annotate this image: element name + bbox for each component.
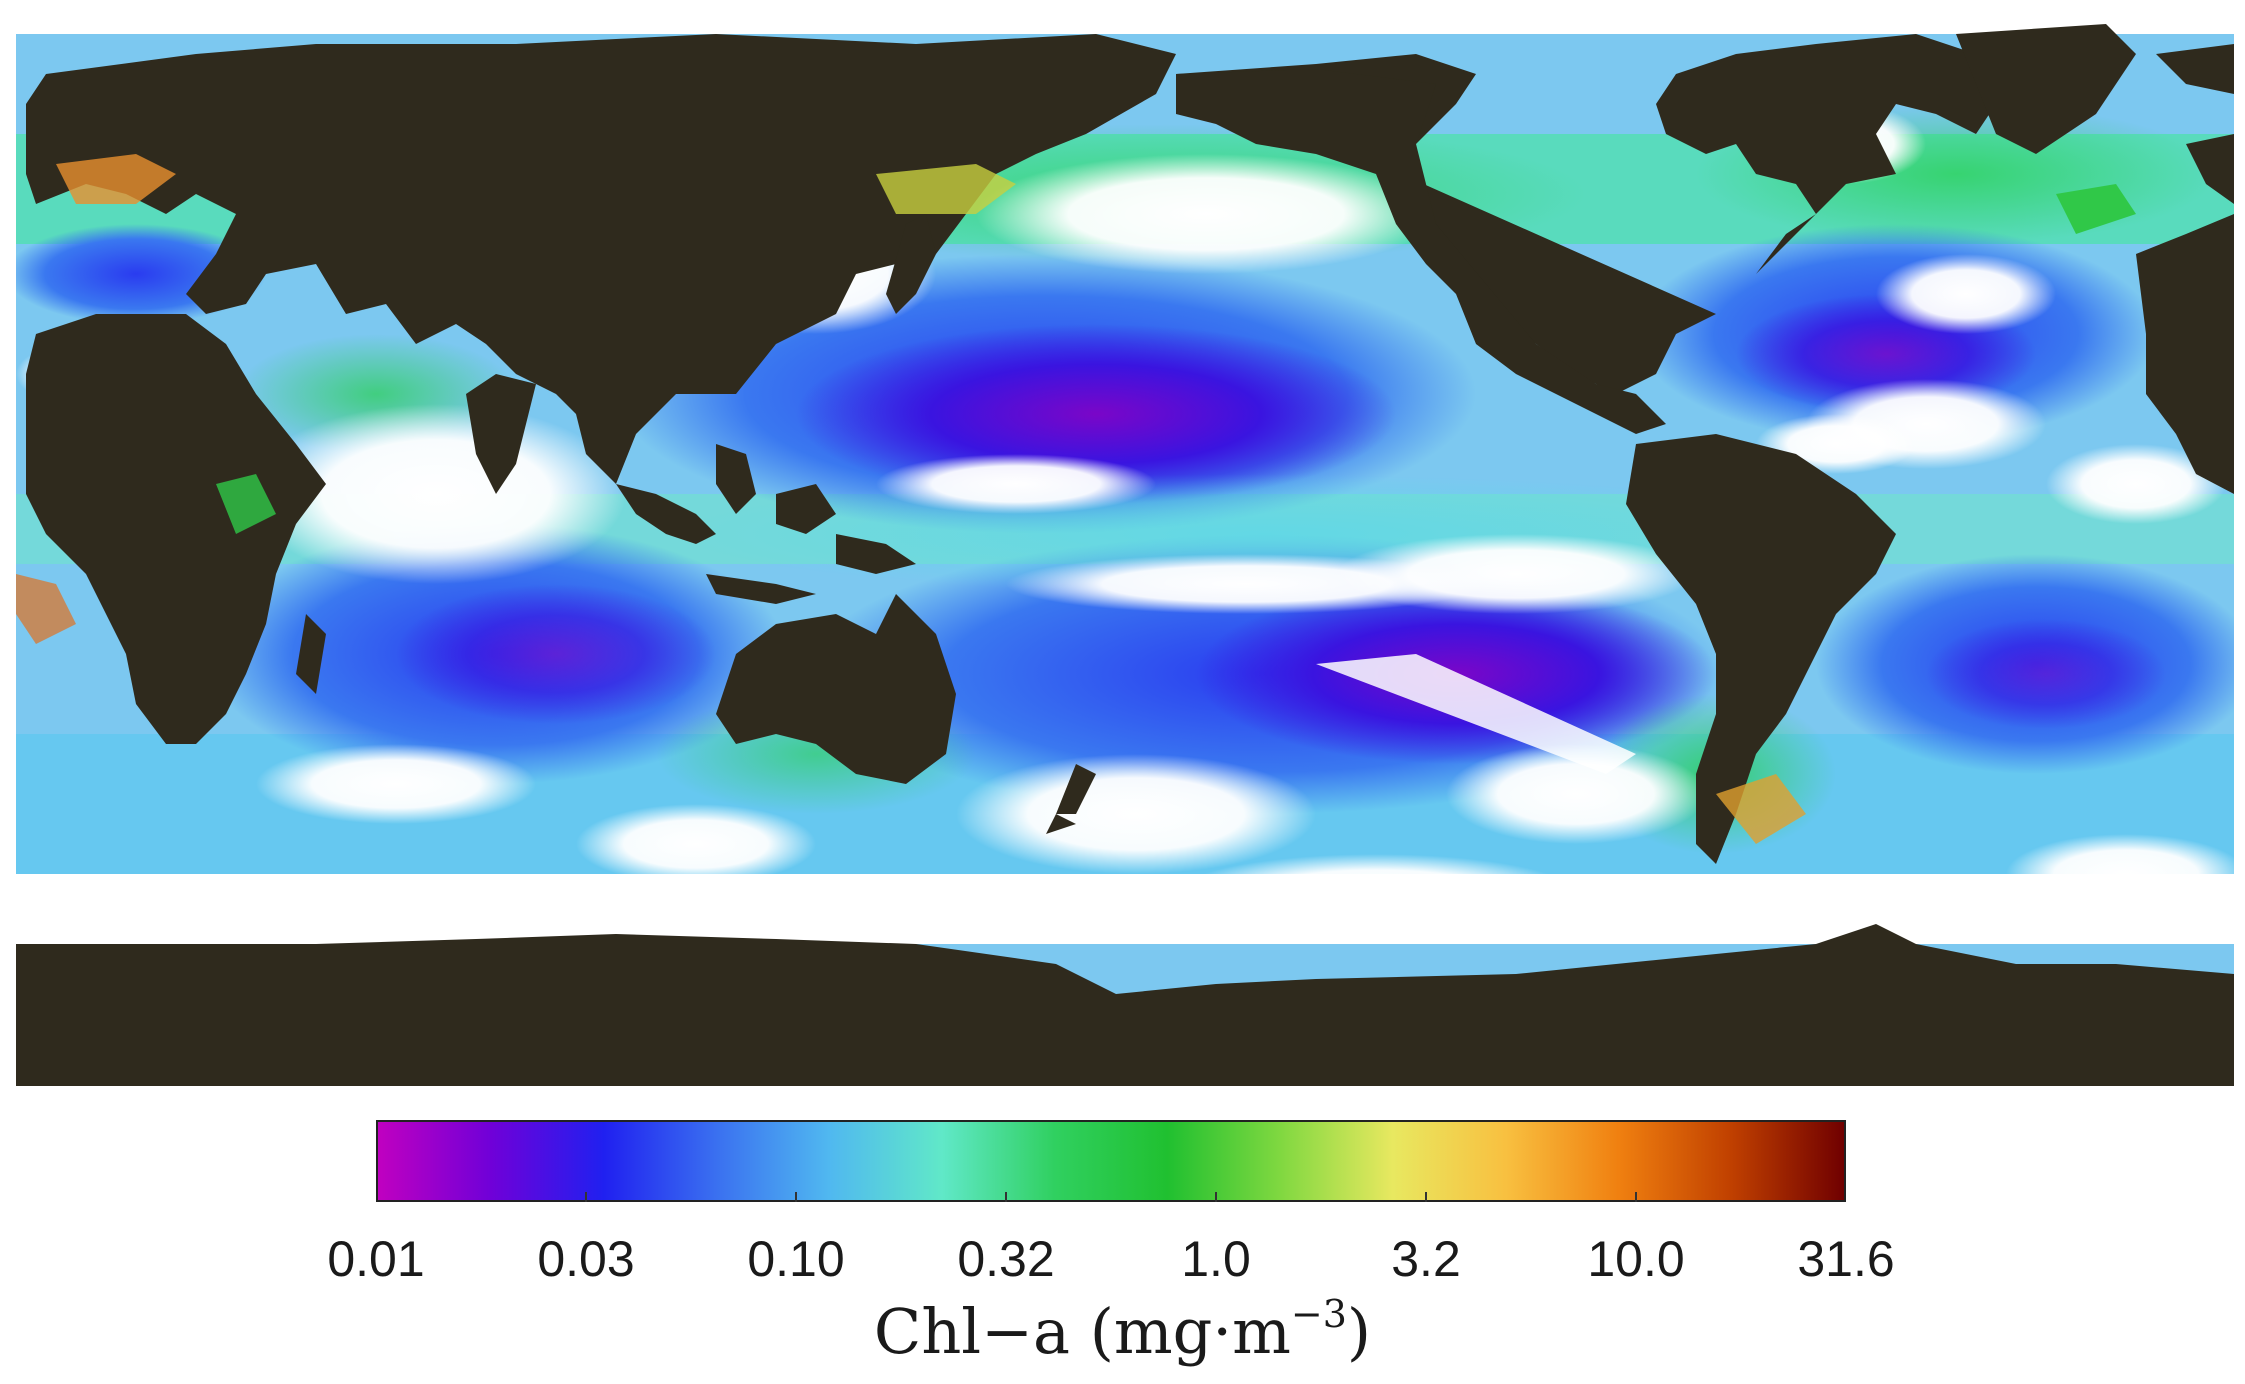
colorbar-title-text: Chl−a (mg·m [873, 1295, 1291, 1368]
colorbar-tick-mark [1215, 1192, 1217, 1202]
land-masses [16, 24, 2234, 1086]
colorbar-tick-mark [795, 1192, 797, 1202]
coastal-blooms [16, 154, 2136, 844]
colorbar-tick-label: 31.6 [1797, 1231, 1895, 1287]
colorbar-tick-label: 0.32 [957, 1231, 1055, 1287]
no-data-patches [16, 14, 2234, 944]
colorbar-tick-label: 0.03 [537, 1231, 635, 1287]
colorbar-tick-label: 10.0 [1587, 1231, 1685, 1287]
colorbar-tick-label: 0.01 [327, 1231, 425, 1287]
colorbar-title: Chl−a (mg·m−3) [0, 1292, 2245, 1368]
world-map-svg [16, 14, 2234, 1086]
colorbar-tick-mark [1005, 1192, 1007, 1202]
colorbar-tick-mark [585, 1192, 587, 1202]
colorbar-title-close: ) [1346, 1295, 1372, 1368]
colorbar-tick-label: 3.2 [1391, 1231, 1461, 1287]
chlorophyll-map [16, 14, 2234, 1086]
colorbar-tick-mark [1425, 1192, 1427, 1202]
colorbar-tick-label: 1.0 [1181, 1231, 1251, 1287]
colorbar-tick-label: 0.10 [747, 1231, 845, 1287]
colorbar-tick-mark [1635, 1192, 1637, 1202]
colorbar-title-exponent: −3 [1290, 1292, 1347, 1336]
colorbar [376, 1120, 1846, 1202]
colorbar-gradient [376, 1120, 1846, 1202]
